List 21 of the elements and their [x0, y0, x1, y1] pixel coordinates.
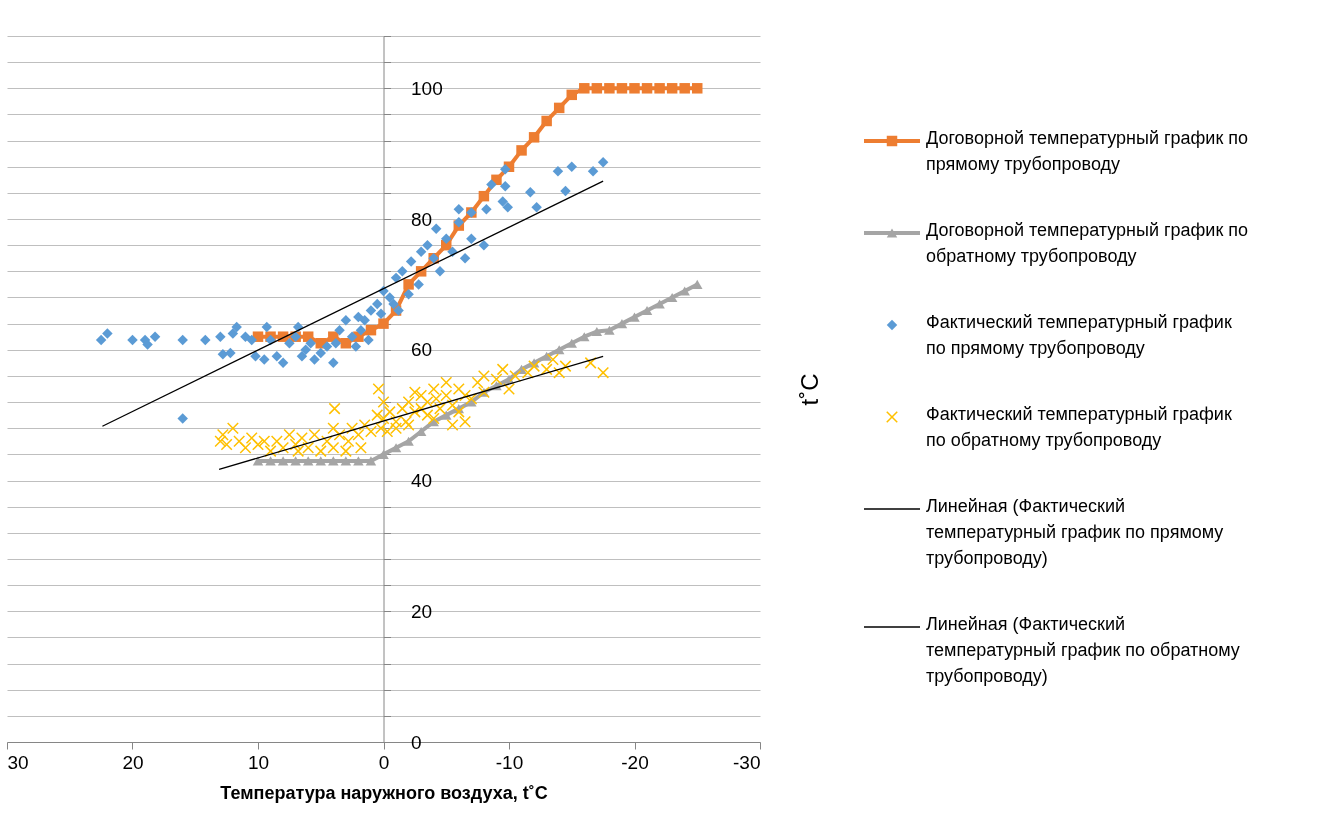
x-tick-label: 30 — [7, 751, 29, 773]
x-tick-label: 10 — [247, 751, 270, 773]
y-tick-label: 60 — [411, 339, 433, 361]
y-tick-label: 100 — [411, 77, 443, 99]
x-axis-title: Температура наружного воздуха, t˚C — [220, 782, 548, 803]
legend-label: Фактический температурный график по обратному трубопроводу — [926, 404, 1232, 450]
y-axis-title: t˚C — [795, 373, 823, 406]
y-tick-label: 80 — [411, 208, 433, 230]
y-tick-label: 0 — [411, 731, 422, 753]
legend-label: Договорной температурный график по прямому трубопроводу — [926, 128, 1249, 174]
x-tick-label: -20 — [621, 751, 649, 773]
x-tick-label: -30 — [733, 751, 761, 773]
legend-label: Линейная (Фактический температурный график по обратному трубопроводу) — [926, 614, 1240, 686]
x-tick-label: 20 — [122, 751, 144, 773]
y-tick-label: 40 — [411, 470, 433, 492]
legend-label: Фактический температурный график по прямому трубопроводу — [926, 312, 1232, 358]
legend-label: Договорной температурный график по обратному трубопроводу — [926, 220, 1249, 266]
y-tick-label: 20 — [411, 600, 433, 622]
x-tick-label: 0 — [378, 751, 390, 773]
x-tick-label: -10 — [495, 751, 524, 773]
legend-label: Линейная (Фактический температурный график по прямому трубопроводу) — [926, 496, 1224, 568]
